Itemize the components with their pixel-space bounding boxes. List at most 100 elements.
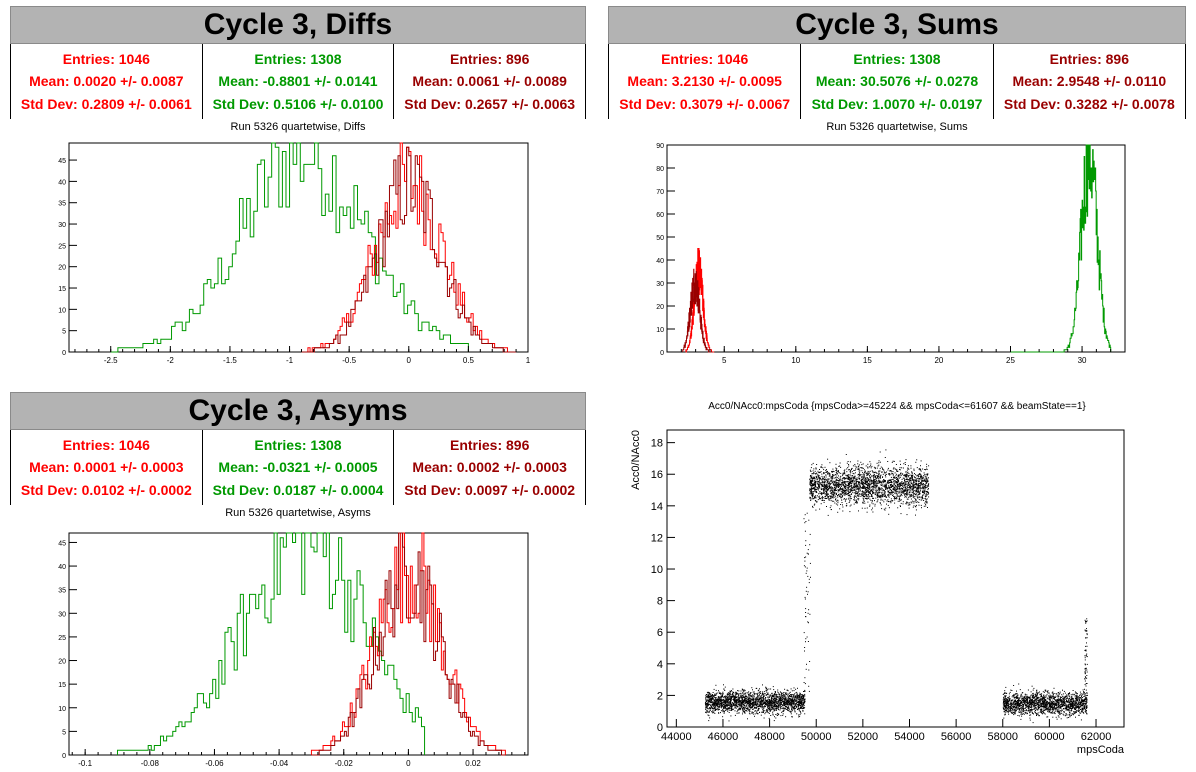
stat-std: Std Dev: 0.3079 +/- 0.0067	[619, 95, 791, 112]
scatter-point	[894, 496, 896, 498]
scatter-point	[705, 704, 707, 706]
scatter-point	[913, 479, 915, 481]
scatter-point	[892, 494, 894, 496]
scatter-point	[746, 696, 748, 697]
scatter-point	[812, 496, 813, 498]
scatter-point	[724, 700, 726, 702]
scatter-point	[709, 707, 711, 709]
scatter-point	[919, 469, 921, 471]
scatter-point	[798, 710, 800, 712]
scatter-point	[763, 711, 765, 713]
scatter-point	[880, 496, 882, 498]
scatter-point	[907, 483, 909, 485]
scatter-point	[744, 696, 746, 698]
scatter-point	[720, 703, 722, 704]
scatter-point	[782, 710, 784, 712]
scatter-point	[897, 507, 899, 509]
scatter-point	[860, 483, 862, 485]
scatter-point	[765, 710, 767, 712]
scatter-point	[867, 486, 869, 488]
scatter-point	[917, 495, 919, 497]
scatter-point	[797, 708, 799, 710]
y-tick-label: 25	[58, 635, 66, 642]
scatter-point	[888, 507, 890, 509]
scatter-point	[833, 492, 835, 494]
scatter-point	[707, 694, 709, 696]
scatter-point	[918, 488, 920, 490]
scatter-point	[827, 486, 828, 488]
scatter-point	[863, 479, 865, 481]
scatter-point	[870, 499, 872, 501]
scatter-point	[731, 707, 733, 709]
scatter-point	[774, 707, 776, 709]
scatter-point	[876, 472, 878, 474]
scatter-point	[865, 481, 867, 483]
scatter-point	[876, 501, 878, 503]
scatter-point	[851, 467, 853, 469]
scatter-point	[800, 700, 802, 702]
scatter-point	[816, 486, 818, 488]
scatter-point	[740, 700, 742, 702]
scatter-point	[789, 711, 791, 713]
y-tick-label: 45	[58, 158, 66, 165]
scatter-point	[756, 687, 758, 689]
scatter-point	[896, 471, 898, 472]
scatter-point	[823, 492, 825, 494]
scatter-point	[862, 490, 864, 492]
scatter-point	[899, 494, 901, 496]
scatter-point	[811, 488, 813, 490]
scatter-point	[920, 497, 922, 499]
scatter-point	[769, 704, 771, 706]
scatter-point	[776, 702, 778, 704]
scatter-point	[716, 704, 718, 706]
scatter-point	[884, 486, 886, 488]
scatter-point	[830, 483, 832, 484]
scatter-point	[873, 482, 875, 484]
scatter-point	[738, 698, 740, 700]
scatter-point	[837, 475, 839, 477]
scatter-point	[720, 700, 722, 702]
scatter-point	[724, 686, 726, 688]
scatter-point	[898, 485, 900, 487]
scatter-point	[913, 490, 915, 492]
scatter-point	[718, 701, 720, 703]
scatter-point	[718, 712, 720, 714]
scatter-point	[815, 481, 817, 483]
scatter-point	[839, 465, 841, 467]
scatter-point	[872, 491, 874, 493]
scatter-point	[758, 689, 760, 691]
scatter-point	[776, 712, 778, 714]
scatter-point	[706, 703, 708, 705]
scatter-point	[709, 698, 711, 700]
scatter-point	[877, 465, 879, 467]
scatter-point	[843, 480, 845, 482]
scatter-point	[748, 697, 750, 699]
scatter-point	[914, 493, 916, 495]
scatter-point	[875, 489, 877, 491]
scatter-point	[745, 707, 747, 709]
scatter-point	[753, 707, 755, 709]
scatter-point	[811, 476, 812, 478]
scatter-point	[920, 473, 921, 475]
scatter-point	[732, 693, 734, 695]
scatter-point	[790, 694, 792, 696]
scatter-point	[852, 491, 854, 493]
scatter-point	[706, 694, 707, 695]
scatter-point	[919, 478, 921, 480]
scatter-point	[799, 701, 801, 703]
scatter-point	[767, 696, 769, 698]
scatter-point	[873, 497, 875, 499]
scatter-point	[753, 693, 755, 695]
scatter-point	[742, 709, 744, 711]
scatter-point	[779, 703, 781, 705]
scatter-point	[920, 478, 922, 480]
scatter-point	[897, 483, 899, 485]
scatter-point	[857, 468, 859, 470]
scatter-point	[810, 483, 812, 485]
scatter-point	[737, 702, 738, 704]
scatter-point	[850, 486, 852, 488]
scatter-point	[846, 468, 848, 470]
scatter-point	[811, 464, 813, 466]
scatter-point	[853, 486, 855, 488]
scatter-point	[800, 695, 802, 697]
